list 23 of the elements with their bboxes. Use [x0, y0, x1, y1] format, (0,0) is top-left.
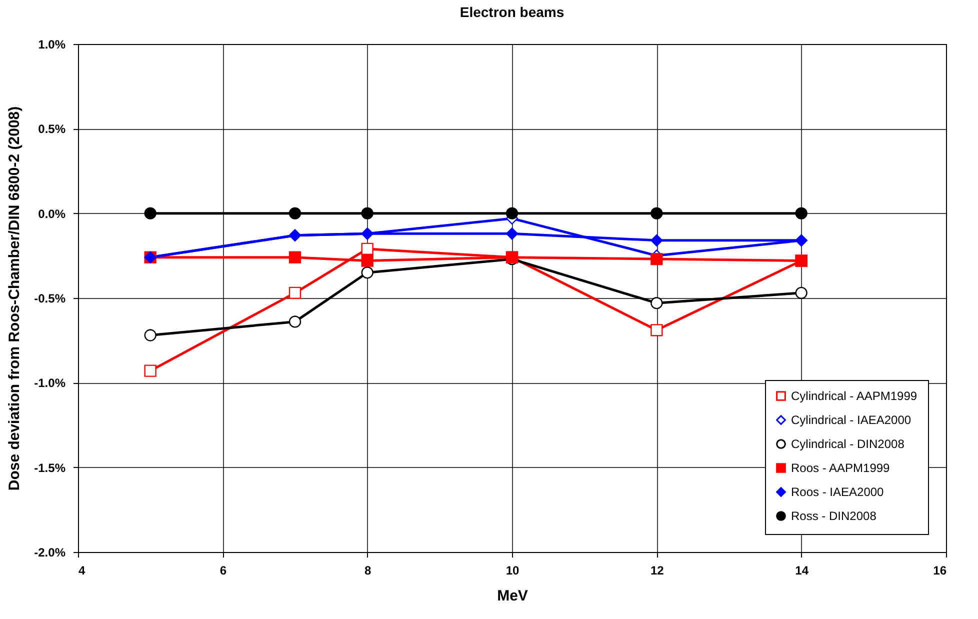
x-tick-label: 6: [220, 564, 227, 578]
x-axis-title: MeV: [497, 588, 528, 604]
legend-label: Cylindrical - AAPM1999: [791, 389, 918, 403]
chart-title: Electron beams: [460, 4, 564, 20]
y-tick-label: 0.5%: [38, 122, 66, 136]
y-tick-label: -1.5%: [34, 460, 66, 475]
x-tick-label: 12: [650, 564, 664, 578]
legend-label: Cylindrical - DIN2008: [791, 437, 905, 451]
x-tick-label: 4: [78, 564, 86, 578]
legend-label: Ross - DIN2008: [791, 509, 877, 523]
x-tick-label: 16: [933, 564, 947, 578]
y-axis-title: Dose deviation from Roos-Chamber/DIN 6800-2 (2008): [6, 106, 24, 491]
y-tick-label: -1.0%: [34, 376, 66, 390]
y-tick-label: 0.0%: [38, 206, 66, 221]
x-tick-label: 8: [364, 564, 372, 578]
legend-label: Cylindrical - IAEA2000: [791, 413, 912, 427]
y-tick-label: -0.5%: [34, 292, 66, 306]
legend-label: Roos - AAPM1999: [791, 461, 890, 475]
y-tick-label: -2.0%: [34, 546, 66, 560]
legend-label: Roos - IAEA2000: [791, 485, 884, 499]
y-tick-label: 1.0%: [38, 38, 66, 52]
x-tick-label: 14: [795, 564, 809, 578]
x-tick-label: 10: [506, 564, 520, 578]
